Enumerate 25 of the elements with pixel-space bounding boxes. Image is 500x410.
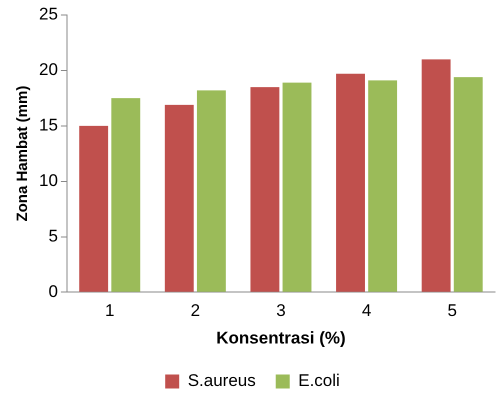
legend-label: S.aureus	[188, 371, 256, 390]
bar	[164, 104, 194, 292]
x-tick-label: 5	[447, 301, 457, 320]
legend-label: E.coli	[298, 371, 340, 390]
bar	[368, 80, 398, 292]
x-tick-label: 1	[104, 301, 114, 320]
bar	[196, 90, 226, 292]
bar	[422, 59, 451, 292]
bar	[336, 74, 365, 292]
y-tick-label: 20	[38, 60, 58, 80]
bar	[250, 87, 280, 292]
y-tick-label: 0	[48, 282, 58, 301]
y-tick-label: 10	[38, 171, 58, 190]
bar	[282, 82, 312, 292]
x-tick-label: 2	[190, 301, 200, 320]
y-axis-title: Zona Hambat (mm)	[14, 86, 32, 222]
x-tick-label: 4	[362, 301, 372, 320]
x-tick-label: 3	[276, 301, 286, 320]
bar	[111, 98, 140, 292]
y-tick-label: 5	[48, 226, 58, 246]
y-tick-label: 15	[38, 116, 58, 135]
bar	[79, 126, 108, 292]
y-tick-label: 25	[38, 4, 58, 24]
bar	[454, 77, 483, 292]
x-axis-title: Konsentrasi (%)	[216, 328, 346, 348]
